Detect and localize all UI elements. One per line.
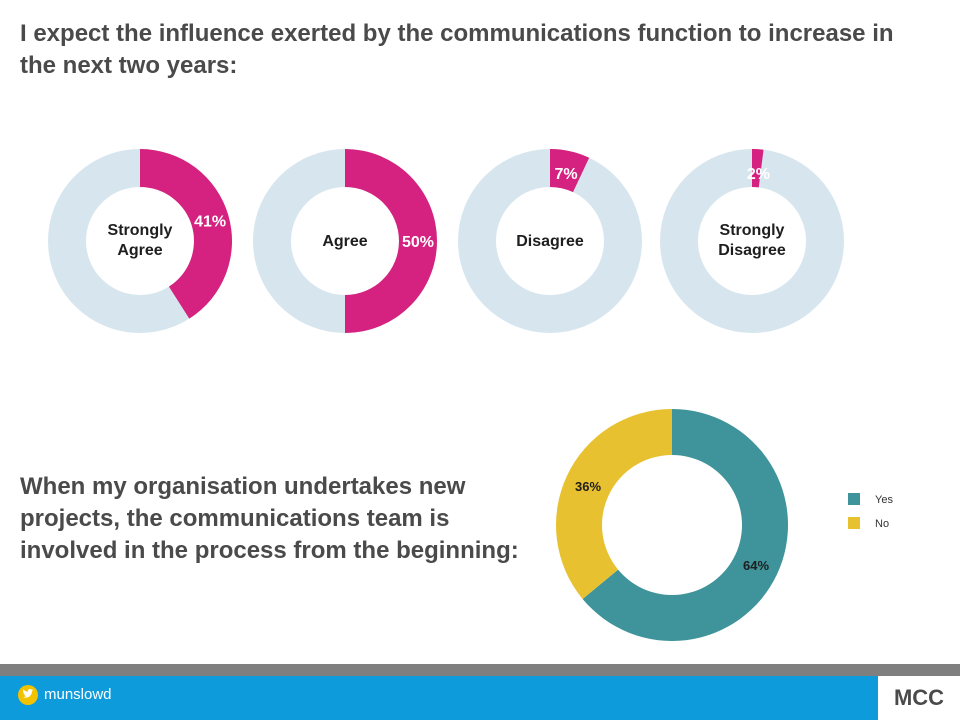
- donut-segment-no: [555, 409, 672, 599]
- center-label-agree: Agree: [322, 233, 367, 250]
- pct-label-strongly-agree: 41%: [194, 214, 226, 231]
- involvement-donut-chart: 64% 36% Yes No: [555, 409, 893, 641]
- center-label-line: Agree: [322, 233, 367, 250]
- page-heading: I expect the influence exerted by the co…: [20, 20, 894, 79]
- pct-label-strongly-disagree: 2%: [747, 166, 770, 183]
- twitter-bird-icon: [18, 685, 38, 705]
- involvement-question: When my organisation undertakes new proj…: [20, 473, 519, 564]
- influence-donut-charts: Strongly Agree 41% Agree 50% Disagree 7% Strong…: [48, 149, 844, 333]
- footer-bar: [0, 676, 960, 720]
- pct-label-no: 36%: [575, 479, 601, 494]
- center-label-strongly-agree: Strongly Agree: [108, 222, 173, 259]
- pct-label-agree: 50%: [402, 234, 434, 251]
- legend-swatch-yes: [848, 493, 860, 505]
- twitter-handle[interactable]: munslowd: [44, 686, 112, 703]
- center-label-line: Agree: [117, 242, 162, 259]
- center-label-disagree: Disagree: [516, 233, 584, 250]
- pct-label-disagree: 7%: [554, 166, 577, 183]
- legend-swatch-no: [848, 517, 860, 529]
- donut-segment-agree: [345, 149, 437, 333]
- center-label-line: Disagree: [516, 233, 584, 250]
- chart-legend: Yes No: [848, 493, 893, 530]
- mcc-logo-text: MCC: [893, 685, 945, 710]
- legend-label-no: No: [875, 518, 889, 530]
- donut-segment-disagree: [550, 149, 590, 193]
- footer-divider: [0, 664, 960, 676]
- donut-segment-strongly-agree: [140, 149, 232, 319]
- donut-segment-strongly-disagree: [752, 149, 764, 188]
- donut-segment-yes: [582, 409, 788, 641]
- center-label-line: Strongly: [720, 222, 785, 239]
- mcc-logo: MCC: [878, 676, 960, 720]
- center-label-line: Strongly: [108, 222, 173, 239]
- pct-label-yes: 64%: [743, 558, 769, 573]
- center-label-strongly-disagree: Strongly Disagree: [718, 222, 786, 259]
- legend-label-yes: Yes: [875, 494, 893, 506]
- center-label-line: Disagree: [718, 242, 786, 259]
